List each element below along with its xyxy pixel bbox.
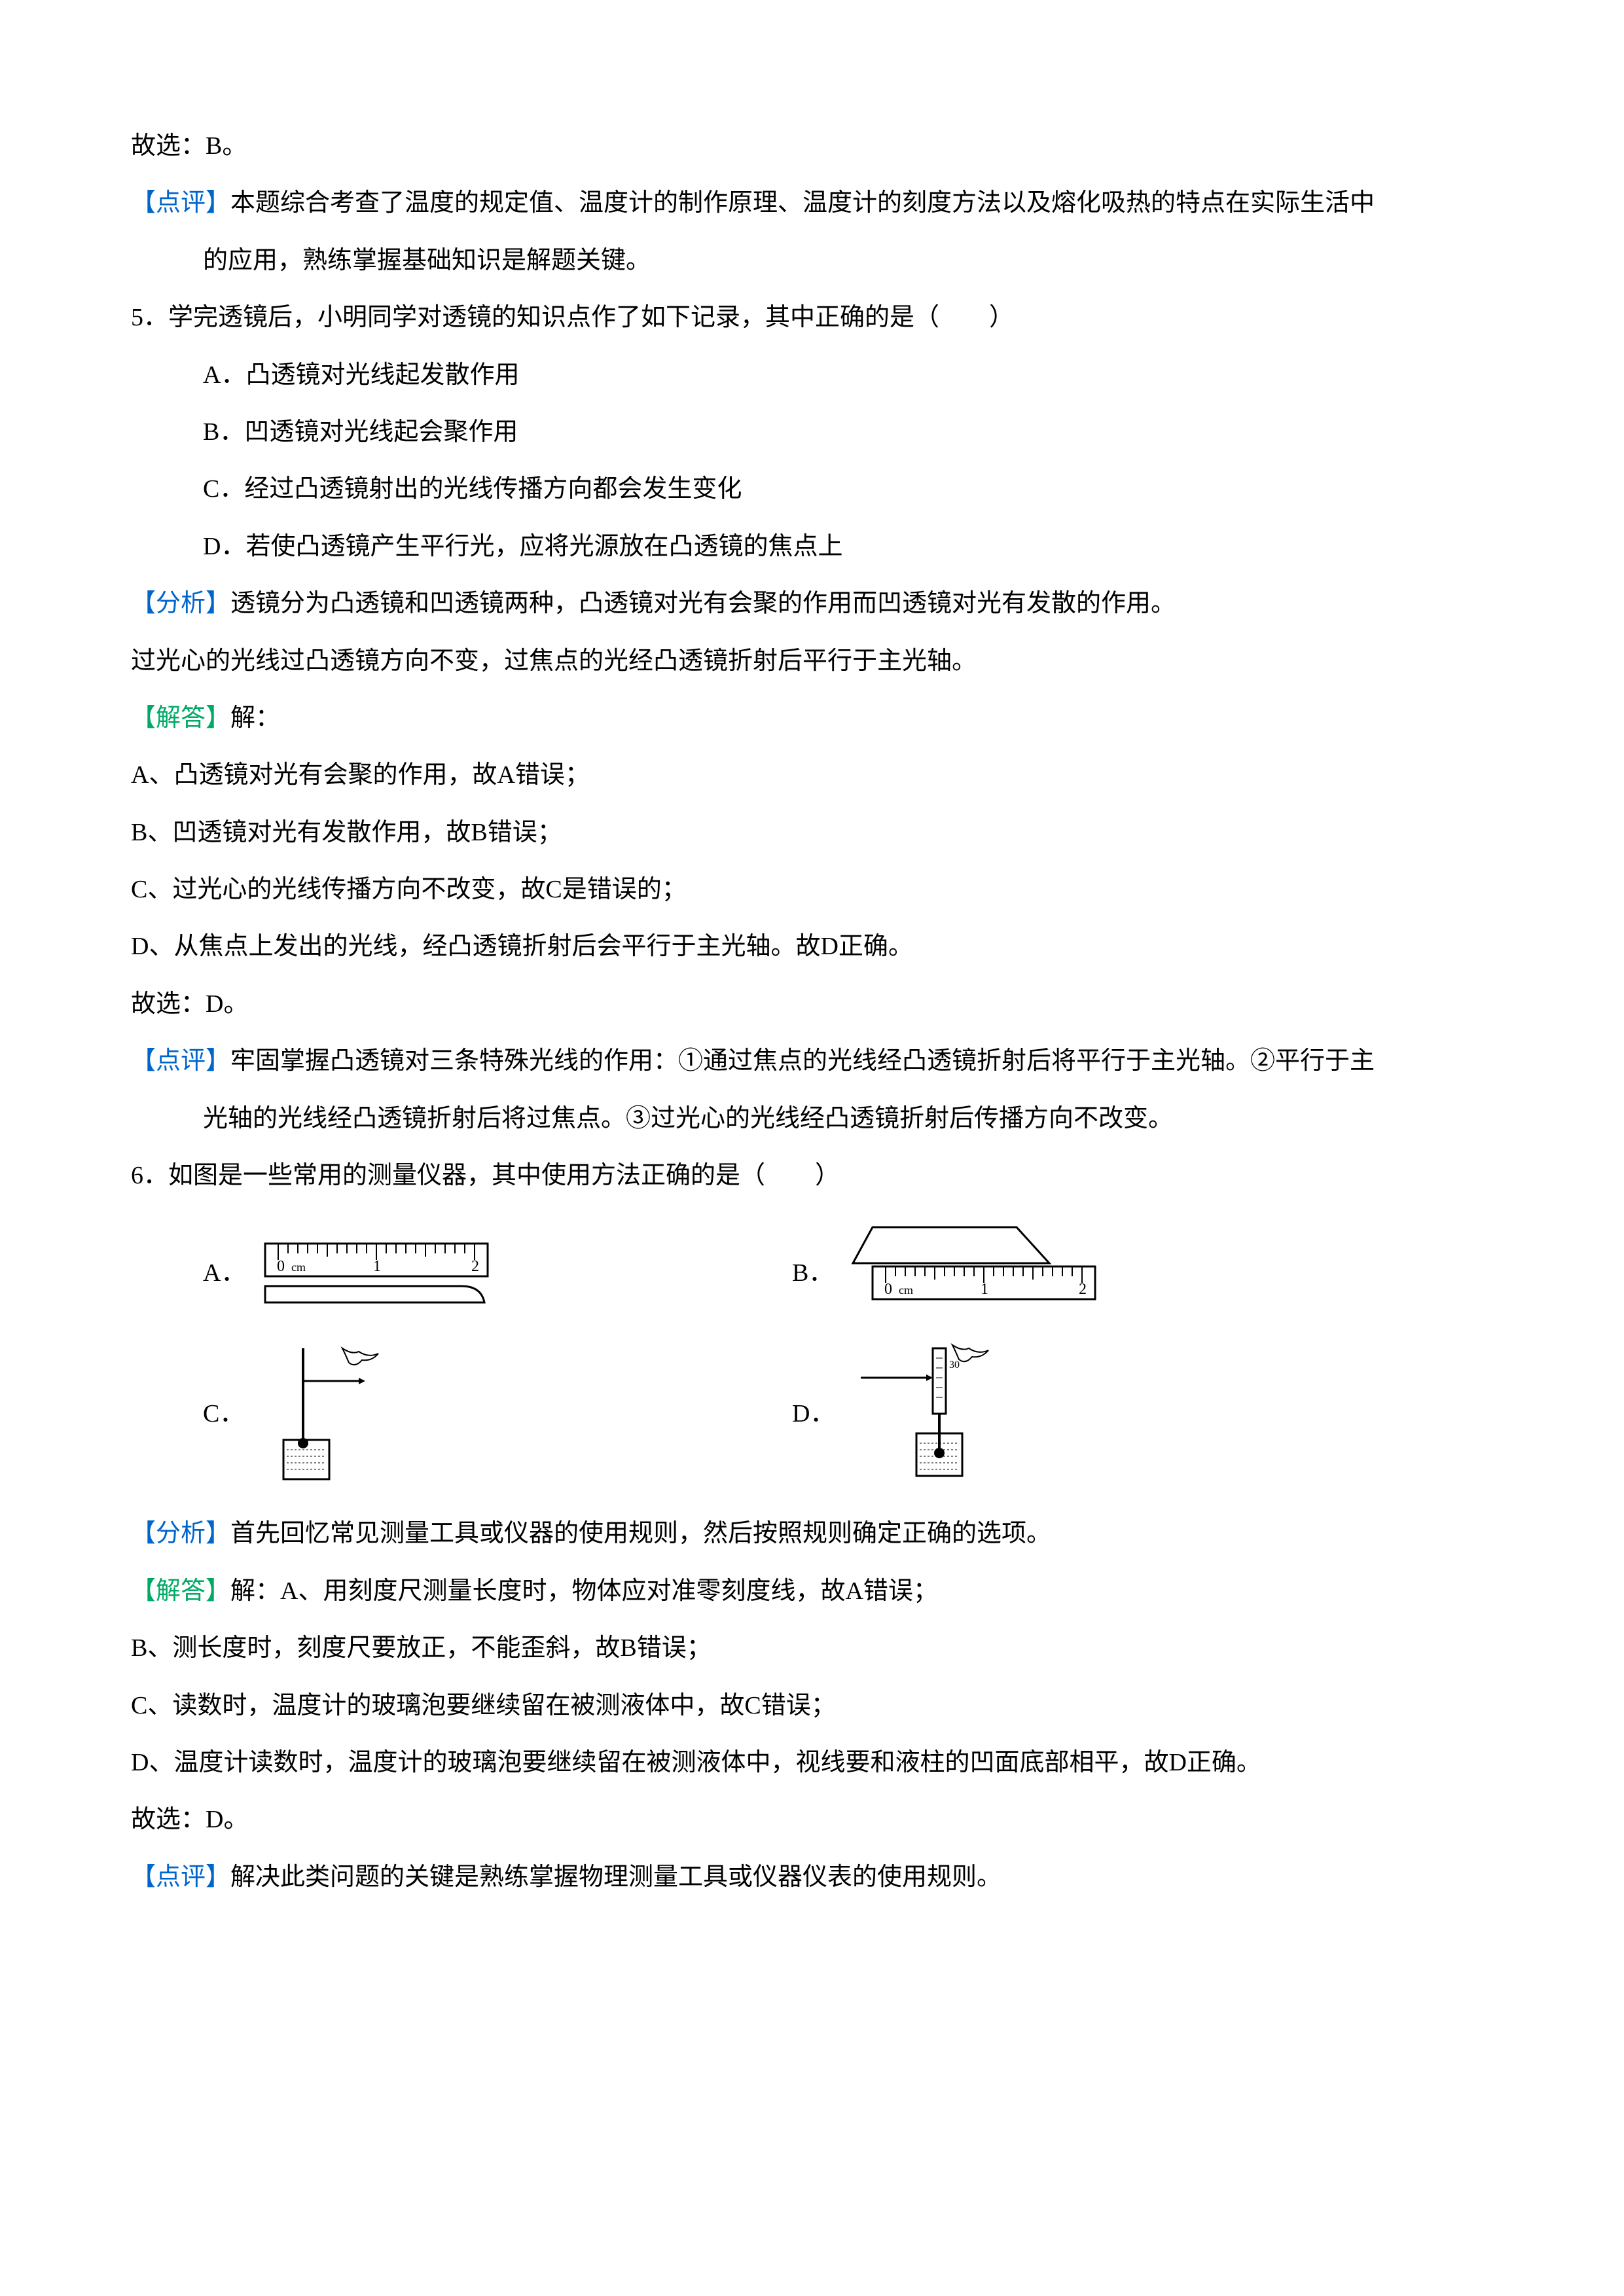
solution-block-2: 【解答】解：A、用刻度尺测量长度时，物体应对准零刻度线，故A错误； xyxy=(131,1563,1493,1620)
option-a: A．凸透镜对光线起发散作用 xyxy=(131,347,1493,404)
svg-text:2: 2 xyxy=(471,1258,479,1275)
solution-b-2: B、测长度时，刻度尺要放正，不能歪斜，故B错误； xyxy=(131,1620,1493,1677)
solution-block: 【解答】解： xyxy=(131,690,1493,747)
comment-text-2-cont: 光轴的光线经凸透镜折射后将过焦点。③过光心的光线经凸透镜折射后传播方向不改变。 xyxy=(131,1090,1493,1147)
figure-d-label: D． xyxy=(792,1386,835,1443)
analysis-text-2: 过光心的光线过凸透镜方向不变，过焦点的光经凸透镜折射后平行于主光轴。 xyxy=(131,633,1493,690)
comment-block-2: 【点评】牢固掌握凸透镜对三条特殊光线的作用：①通过焦点的光线经凸透镜折射后将平行… xyxy=(131,1033,1493,1090)
page-container: 故选：B。 【点评】本题综合考查了温度的规定值、温度计的制作原理、温度计的刻度方… xyxy=(0,0,1624,2296)
svg-text:1: 1 xyxy=(981,1281,988,1298)
answer-text-2: 故选：D。 xyxy=(131,976,1493,1033)
ruler-a-icon: 0 cm 1 2 xyxy=(259,1230,494,1316)
figure-a-label: A． xyxy=(203,1245,245,1302)
comment-tag: 【点评】 xyxy=(131,189,230,217)
solution-b: B、凹透镜对光有发散作用，故B错误； xyxy=(131,804,1493,861)
question-6: 6．如图是一些常用的测量仪器，其中使用方法正确的是（ ） xyxy=(131,1147,1493,1204)
analysis-text-3: 首先回忆常见测量工具或仪器的使用规则，然后按照规则确定正确的选项。 xyxy=(230,1520,1051,1547)
svg-text:0: 0 xyxy=(277,1258,285,1275)
figure-b-label: B． xyxy=(792,1245,833,1302)
analysis-block-2: 【分析】首先回忆常见测量工具或仪器的使用规则，然后按照规则确定正确的选项。 xyxy=(131,1505,1493,1562)
figure-c: C． xyxy=(131,1342,792,1486)
option-c: C．经过凸透镜射出的光线传播方向都会发生变化 xyxy=(131,461,1493,518)
figure-row-1: A． 0 cm 1 2 B． xyxy=(131,1224,1493,1322)
question-5: 5．学完透镜后，小明同学对透镜的知识点作了如下记录，其中正确的是（ ） xyxy=(131,289,1493,346)
figure-b: B． 0 cm 1 2 xyxy=(792,1224,1381,1322)
comment-block-3: 【点评】解决此类问题的关键是熟练掌握物理测量工具或仪器仪表的使用规则。 xyxy=(131,1849,1493,1906)
svg-text:cm: cm xyxy=(899,1283,913,1297)
figure-d: D． 30 xyxy=(792,1342,1381,1486)
figure-a: A． 0 cm 1 2 xyxy=(131,1224,792,1322)
comment-text-3: 解决此类问题的关键是熟练掌握物理测量工具或仪器仪表的使用规则。 xyxy=(230,1863,1001,1891)
solution-a: A、凸透镜对光有会聚的作用，故A错误； xyxy=(131,747,1493,804)
ruler-b-icon: 0 cm 1 2 xyxy=(846,1224,1108,1322)
solution-d: D、从焦点上发出的光线，经凸透镜折射后会平行于主光轴。故D正确。 xyxy=(131,918,1493,975)
solution-text-2: 解：A、用刻度尺测量长度时，物体应对准零刻度线，故A错误； xyxy=(230,1577,938,1605)
analysis-tag-2: 【分析】 xyxy=(131,1520,230,1547)
analysis-text: 透镜分为凸透镜和凹透镜两种，凸透镜对光有会聚的作用而凹透镜对光有发散的作用。 xyxy=(230,590,1176,617)
option-d: D．若使凸透镜产生平行光，应将光源放在凸透镜的焦点上 xyxy=(131,518,1493,575)
option-b: B．凹透镜对光线起会聚作用 xyxy=(131,404,1493,461)
analysis-tag: 【分析】 xyxy=(131,590,230,617)
comment-text-2: 牢固掌握凸透镜对三条特殊光线的作用：①通过焦点的光线经凸透镜折射后将平行于主光轴… xyxy=(230,1047,1375,1075)
comment-block: 【点评】本题综合考查了温度的规定值、温度计的制作原理、温度计的刻度方法以及熔化吸… xyxy=(131,175,1493,232)
analysis-block: 【分析】透镜分为凸透镜和凹透镜两种，凸透镜对光有会聚的作用而凹透镜对光有发散的作… xyxy=(131,575,1493,632)
answer-text-3: 故选：D。 xyxy=(131,1791,1493,1848)
svg-text:30: 30 xyxy=(949,1359,960,1371)
answer-text: 故选：B。 xyxy=(131,118,1493,175)
solution-text: 解： xyxy=(230,704,280,732)
thermometer-d-icon: 30 xyxy=(848,1342,1018,1486)
figure-c-label: C． xyxy=(203,1386,244,1443)
comment-text: 本题综合考查了温度的规定值、温度计的制作原理、温度计的刻度方法以及熔化吸热的特点… xyxy=(230,189,1375,217)
comment-tag-2: 【点评】 xyxy=(131,1047,230,1075)
thermometer-c-icon xyxy=(257,1342,401,1486)
svg-text:0: 0 xyxy=(884,1281,892,1298)
figure-row-2: C． D． 30 xyxy=(131,1342,1493,1486)
solution-tag: 【解答】 xyxy=(131,704,230,732)
solution-d-2: D、温度计读数时，温度计的玻璃泡要继续留在被测液体中，视线要和液柱的凹面底部相平… xyxy=(131,1734,1493,1791)
svg-text:cm: cm xyxy=(291,1261,306,1274)
solution-c-2: C、读数时，温度计的玻璃泡要继续留在被测液体中，故C错误； xyxy=(131,1677,1493,1734)
svg-text:2: 2 xyxy=(1079,1281,1087,1298)
solution-tag-2: 【解答】 xyxy=(131,1577,230,1605)
solution-c: C、过光心的光线传播方向不改变，故C是错误的； xyxy=(131,861,1493,918)
comment-text-cont: 的应用，熟练掌握基础知识是解题关键。 xyxy=(131,232,1493,289)
svg-text:1: 1 xyxy=(373,1258,381,1275)
comment-tag-3: 【点评】 xyxy=(131,1863,230,1891)
